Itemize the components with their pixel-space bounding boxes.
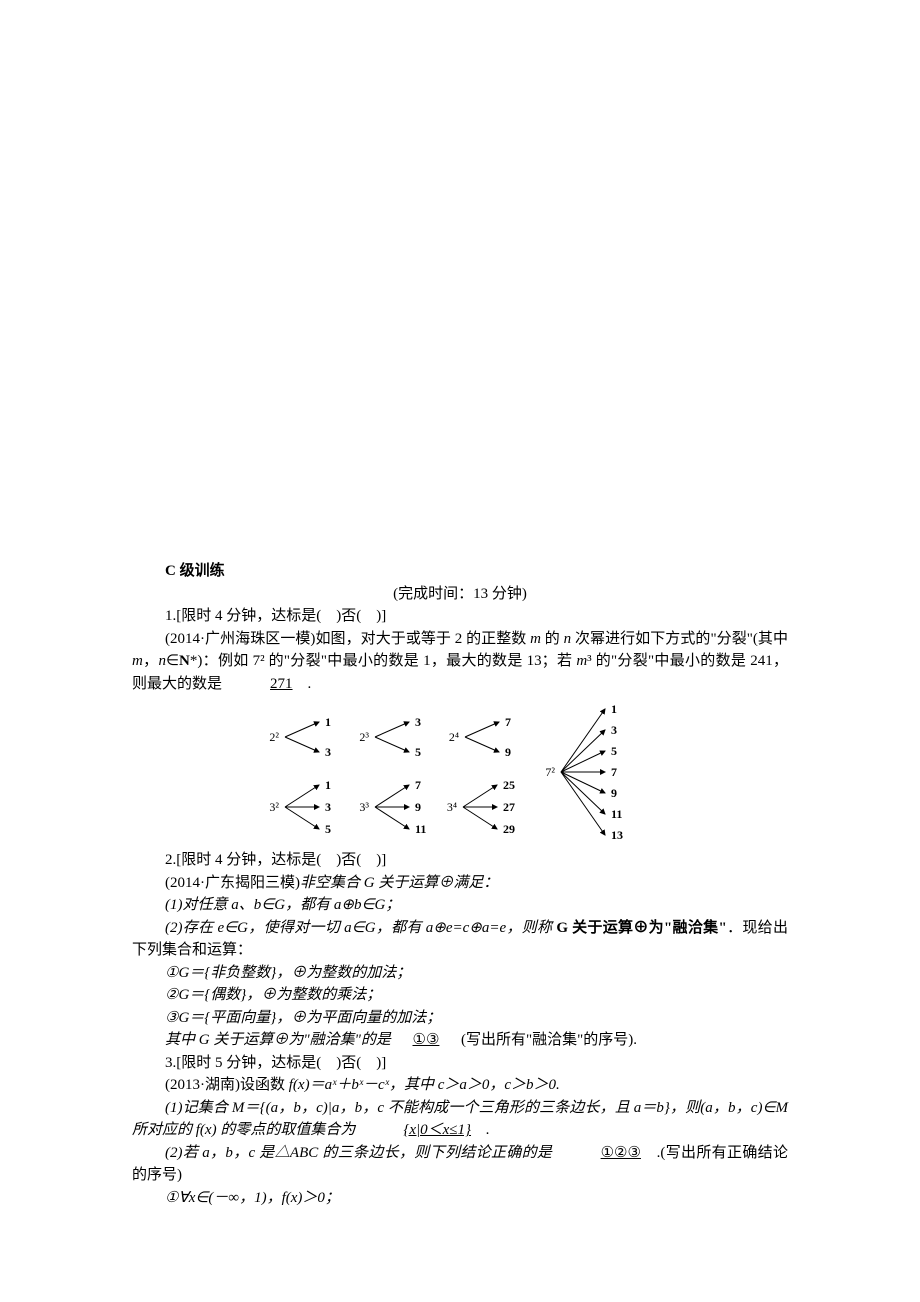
q2-intro: (2014·广东揭阳三模)非空集合 G 关于运算⊕满足： xyxy=(132,872,788,895)
q3-source: (2013·湖南) xyxy=(165,1077,240,1093)
svg-text:3: 3 xyxy=(325,745,331,759)
svg-text:2⁴: 2⁴ xyxy=(449,730,459,744)
svg-text:1: 1 xyxy=(611,702,617,716)
q3-fx: f(x)＝aˣ＋bˣ－cˣ xyxy=(289,1077,389,1093)
q2-conclude-end: (写出所有"融洽集"的序号). xyxy=(461,1032,637,1048)
q3-sub2-text: (2)若 a，b，c 是△ABC 的三条边长，则下列结论正确的是 xyxy=(165,1145,552,1161)
q1-m3: m xyxy=(576,653,587,669)
q2-line2: (2)存在 e∈G，使得对一切 a∈G，都有 a⊕e=c⊕a=e，则称 G 关于… xyxy=(132,917,788,962)
svg-text:9: 9 xyxy=(611,786,617,800)
svg-text:5: 5 xyxy=(325,822,331,836)
svg-text:11: 11 xyxy=(415,822,426,836)
q1-m2: m xyxy=(132,653,143,669)
svg-text:11: 11 xyxy=(611,807,622,821)
svg-text:3⁴: 3⁴ xyxy=(447,800,457,814)
q1-text1: 如图，对大于或等于 2 的正整数 xyxy=(315,631,530,647)
svg-text:13: 13 xyxy=(611,828,623,842)
svg-text:29: 29 xyxy=(503,822,515,836)
svg-text:2³: 2³ xyxy=(359,730,369,744)
time-note: (完成时间：13 分钟) xyxy=(132,583,788,606)
q1-n2: n xyxy=(158,653,166,669)
q3-sub1: (1)记集合 M＝{(a，b，c)|a，b，c 不能构成一个三角形的三条边长，且… xyxy=(132,1097,788,1142)
q2-opt3: ③G＝{平面向量}，⊕为平面向量的加法； xyxy=(132,1007,788,1030)
q2-conclude-text: 其中 G 关于运算⊕为"融洽集"的是 xyxy=(165,1032,391,1048)
q1-text2: 的 xyxy=(541,631,564,647)
q1-text4: ， xyxy=(143,653,159,669)
q1-source: (2014·广州海珠区一模) xyxy=(165,631,315,647)
q3-sub1-end: . xyxy=(486,1122,490,1138)
svg-text:3: 3 xyxy=(611,723,617,737)
q2-source: (2014·广东揭阳三模) xyxy=(165,875,300,891)
svg-text:3³: 3³ xyxy=(359,800,369,814)
q1-period: . xyxy=(308,676,312,692)
q1-text3: 次幂进行如下方式的"分裂"(其中 xyxy=(571,631,788,647)
q3-sub2-answer: ①②③ xyxy=(568,1142,641,1165)
q1-number: 1. xyxy=(165,608,176,624)
q2-line1: (1)对任意 a、b∈G，都有 a⊕b∈G； xyxy=(132,894,788,917)
svg-text:1: 1 xyxy=(325,715,331,729)
svg-text:7: 7 xyxy=(415,778,421,792)
q3-sub2: (2)若 a，b，c 是△ABC 的三条边长，则下列结论正确的是 ①②③ .(写… xyxy=(132,1142,788,1187)
q2-limit: [限时 4 分钟，达标是( )否( )] xyxy=(176,852,386,868)
q3-intro: (2013·湖南)设函数 f(x)＝aˣ＋bˣ－cˣ，其中 c＞a＞0，c＞b＞… xyxy=(132,1074,788,1097)
svg-text:25: 25 xyxy=(503,778,515,792)
svg-text:5: 5 xyxy=(415,745,421,759)
q1-answer: 271 xyxy=(237,673,293,696)
q3-intro-p1: 设函数 xyxy=(240,1077,289,1093)
q2-answer: ①③ xyxy=(406,1029,446,1052)
q2-opt1: ①G＝{非负整数}，⊕为整数的加法； xyxy=(132,962,788,985)
svg-text:5: 5 xyxy=(611,744,617,758)
section-title: C 级训练 xyxy=(165,560,788,583)
q3-sub1-answer: {x|0＜x≤1} xyxy=(370,1119,471,1142)
q3-limit: [限时 5 分钟，达标是( )否( )] xyxy=(176,1055,386,1071)
svg-text:27: 27 xyxy=(503,800,515,814)
svg-text:3: 3 xyxy=(325,800,331,814)
q1-header: 1.[限时 4 分钟，达标是( )否( )] xyxy=(132,605,788,628)
q1-m: m xyxy=(530,631,541,647)
q2-intro-text: 非空集合 G 关于运算⊕满足： xyxy=(300,875,498,891)
q1-text5: ∈ xyxy=(166,653,179,669)
q2-opt2: ②G＝{偶数}，⊕为整数的乘法； xyxy=(132,984,788,1007)
q1-N: N xyxy=(179,653,190,669)
q2-line2-text: (2)存在 e∈G，使得对一切 a∈G，都有 a⊕e=c⊕a=e，则称 xyxy=(165,920,556,936)
svg-text:1: 1 xyxy=(325,778,331,792)
q3-opt1: ①∀x∈(－∞，1)，f(x)＞0； xyxy=(132,1187,788,1210)
q2-header: 2.[限时 4 分钟，达标是( )否( )] xyxy=(132,849,788,872)
split-diagram: 2²132³352⁴793²1353³79113⁴2527297²1357911… xyxy=(245,699,675,845)
svg-text:7: 7 xyxy=(611,765,617,779)
q3-number: 3. xyxy=(165,1055,176,1071)
svg-text:7²: 7² xyxy=(545,765,555,779)
q1-text6: *)：例如 7² 的"分裂"中最小的数是 1，最大的数是 13；若 xyxy=(190,653,576,669)
q1-limit: [限时 4 分钟，达标是( )否( )] xyxy=(176,608,386,624)
q2-conclude: 其中 G 关于运算⊕为"融洽集"的是 ①③ (写出所有"融洽集"的序号). xyxy=(132,1029,788,1052)
svg-text:9: 9 xyxy=(415,800,421,814)
q2-number: 2. xyxy=(165,852,176,868)
q2-line2-bold: G 关于运算⊕为"融洽集" xyxy=(556,920,726,936)
q3-header: 3.[限时 5 分钟，达标是( )否( )] xyxy=(132,1052,788,1075)
svg-text:3²: 3² xyxy=(269,800,279,814)
q3-intro-p2: ，其中 c＞a＞0，c＞b＞0. xyxy=(389,1077,560,1093)
svg-text:2²: 2² xyxy=(269,730,279,744)
svg-text:9: 9 xyxy=(505,745,511,759)
q1-body: (2014·广州海珠区一模)如图，对大于或等于 2 的正整数 m 的 n 次幂进… xyxy=(132,628,788,696)
svg-text:7: 7 xyxy=(505,715,511,729)
svg-text:3: 3 xyxy=(415,715,421,729)
